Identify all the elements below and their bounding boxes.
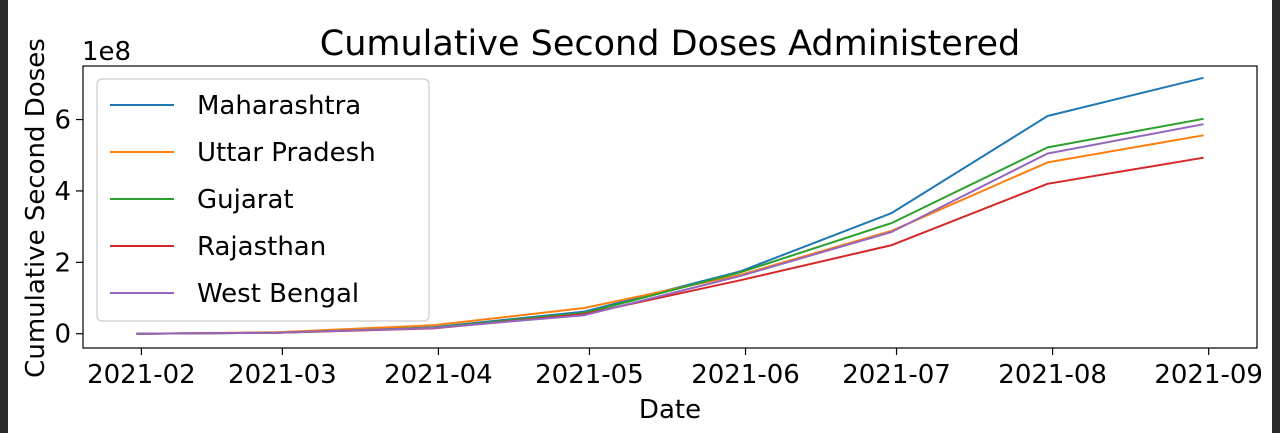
legend-label: Maharashtra: [197, 91, 361, 121]
series-line: [136, 123, 1204, 335]
x-axis-label: Date: [639, 395, 701, 425]
chart-figure: Cumulative Second Doses Administered 1e8…: [8, 0, 1272, 433]
x-tick-label: 2021-03: [228, 360, 337, 390]
x-tick-label: 2021-04: [384, 360, 493, 390]
x-tick-label: 2021-08: [998, 360, 1107, 390]
legend: Maharashtra Uttar Pradesh Gujarat Rajasthan…: [96, 78, 430, 322]
series-lines: [136, 76, 1204, 335]
x-axis-ticks: 2021-02 2021-03 2021-04 2021-05 2021-06 2021-…: [87, 348, 1263, 390]
y-axis-ticks: 0 2 4 6: [54, 106, 83, 350]
y-tick-label: 6: [54, 106, 71, 136]
y-offset-label: 1e8: [82, 37, 131, 67]
x-tick-label: 2021-07: [842, 360, 951, 390]
legend-label: West Bengal: [197, 279, 359, 309]
y-axis-label: Cumulative Second Doses: [21, 38, 51, 378]
x-tick-label: 2021-02: [87, 360, 196, 390]
legend-label: Rajasthan: [197, 232, 326, 262]
x-tick-label: 2021-05: [535, 360, 644, 390]
y-tick-label: 4: [54, 177, 71, 207]
y-tick-label: 2: [54, 248, 71, 278]
x-tick-label: 2021-09: [1154, 360, 1263, 390]
plot-frame: [82, 65, 1258, 349]
line-chart: Cumulative Second Doses Administered 1e8…: [21, 24, 1263, 425]
legend-box: [96, 78, 430, 322]
chart-title: Cumulative Second Doses Administered: [320, 24, 1020, 64]
legend-label: Gujarat: [197, 185, 294, 215]
y-tick-label: 0: [54, 320, 71, 350]
x-tick-label: 2021-06: [691, 360, 800, 390]
legend-label: Uttar Pradesh: [197, 138, 376, 168]
